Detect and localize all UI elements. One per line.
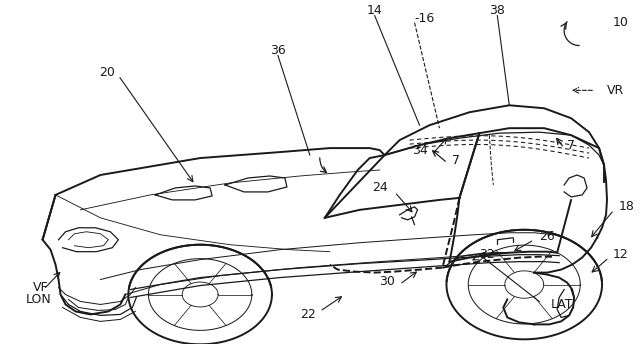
Text: VR: VR: [607, 84, 624, 97]
Text: 7: 7: [567, 139, 575, 151]
Text: 38: 38: [490, 4, 505, 17]
Text: 14: 14: [367, 4, 383, 17]
Text: 34: 34: [412, 144, 428, 157]
Text: 22: 22: [300, 308, 316, 321]
Text: 26: 26: [540, 230, 555, 243]
Text: 7: 7: [452, 154, 460, 167]
Text: 24: 24: [372, 181, 388, 195]
Text: LAT: LAT: [551, 298, 573, 311]
Text: VF: VF: [33, 281, 48, 294]
Text: 10: 10: [613, 16, 629, 29]
Text: 18: 18: [619, 200, 635, 213]
Text: LON: LON: [26, 293, 51, 306]
Text: 30: 30: [379, 275, 395, 288]
Text: 36: 36: [270, 44, 286, 57]
Text: 20: 20: [99, 66, 115, 79]
Text: 12: 12: [613, 248, 628, 261]
Text: 32: 32: [479, 248, 495, 261]
Text: -16: -16: [415, 12, 435, 25]
